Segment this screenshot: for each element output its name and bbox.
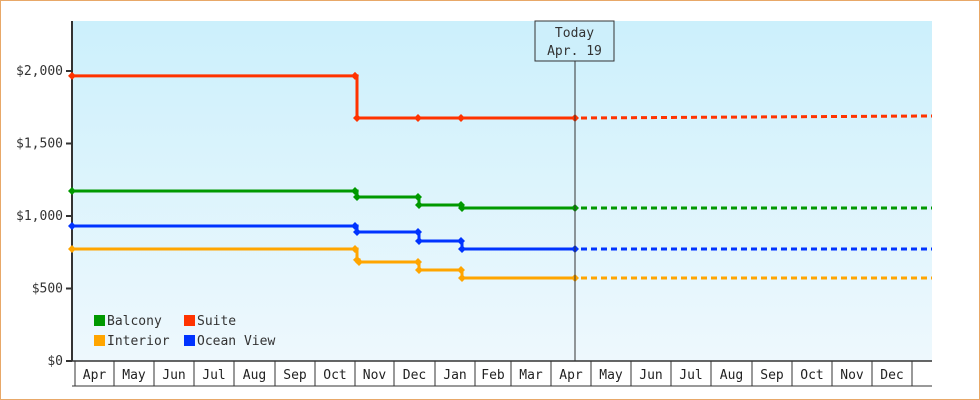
today-date: Apr. 19 xyxy=(547,44,602,59)
x-tick-label: May xyxy=(599,368,623,383)
y-tick-label: $1,500 xyxy=(16,137,63,152)
series-interior xyxy=(68,245,932,283)
y-tick-label: $0 xyxy=(47,354,63,369)
legend-label: Interior xyxy=(107,334,170,349)
x-tick-label: Sep xyxy=(283,368,307,383)
legend-swatch xyxy=(94,335,105,346)
series-suite xyxy=(68,71,933,122)
today-marker: Today Apr. 19 xyxy=(534,20,615,361)
legend-label: Suite xyxy=(197,314,236,329)
y-tick-label: $2,000 xyxy=(16,64,63,79)
x-tick-label: Apr xyxy=(83,368,107,383)
x-tick-label: May xyxy=(122,368,146,383)
x-tick-label: Oct xyxy=(800,368,823,383)
x-tick-label: Jul xyxy=(679,368,702,383)
today-label: Today xyxy=(555,26,594,41)
y-tick-label: $1,000 xyxy=(16,209,63,224)
x-tick-label: Aug xyxy=(243,368,266,383)
x-tick-label: Jan xyxy=(443,368,466,383)
x-tick-label: Feb xyxy=(481,368,505,383)
legend-label: Balcony xyxy=(107,314,162,329)
x-tick-label: Jul xyxy=(202,368,225,383)
series-lines xyxy=(68,71,933,283)
x-tick-label: Nov xyxy=(363,368,387,383)
x-tick-label: Nov xyxy=(840,368,864,383)
x-tick-label: Dec xyxy=(880,368,903,383)
x-axis: Apr May Jun Jul Aug Sep Oct Nov Dec Jan Feb Mar Apr M… xyxy=(72,361,932,387)
x-tick-label: Mar xyxy=(519,368,543,383)
x-tick-label: Jun xyxy=(639,368,662,383)
x-tick-label: Aug xyxy=(720,368,743,383)
x-tick-label: Jun xyxy=(162,368,185,383)
legend-swatch xyxy=(184,335,195,346)
legend-swatch xyxy=(94,315,105,326)
x-tick-label: Oct xyxy=(323,368,346,383)
y-tick-label: $500 xyxy=(32,282,63,297)
x-tick-label: Dec xyxy=(403,368,426,383)
series-balcony xyxy=(68,187,932,213)
x-tick-label: Apr xyxy=(559,368,583,383)
legend-label: Ocean View xyxy=(197,334,275,349)
series-ocean-view xyxy=(68,222,932,254)
legend-swatch xyxy=(184,315,195,326)
legend: Balcony Suite Interior Ocean View xyxy=(94,314,275,349)
x-tick-label: Sep xyxy=(760,368,784,383)
